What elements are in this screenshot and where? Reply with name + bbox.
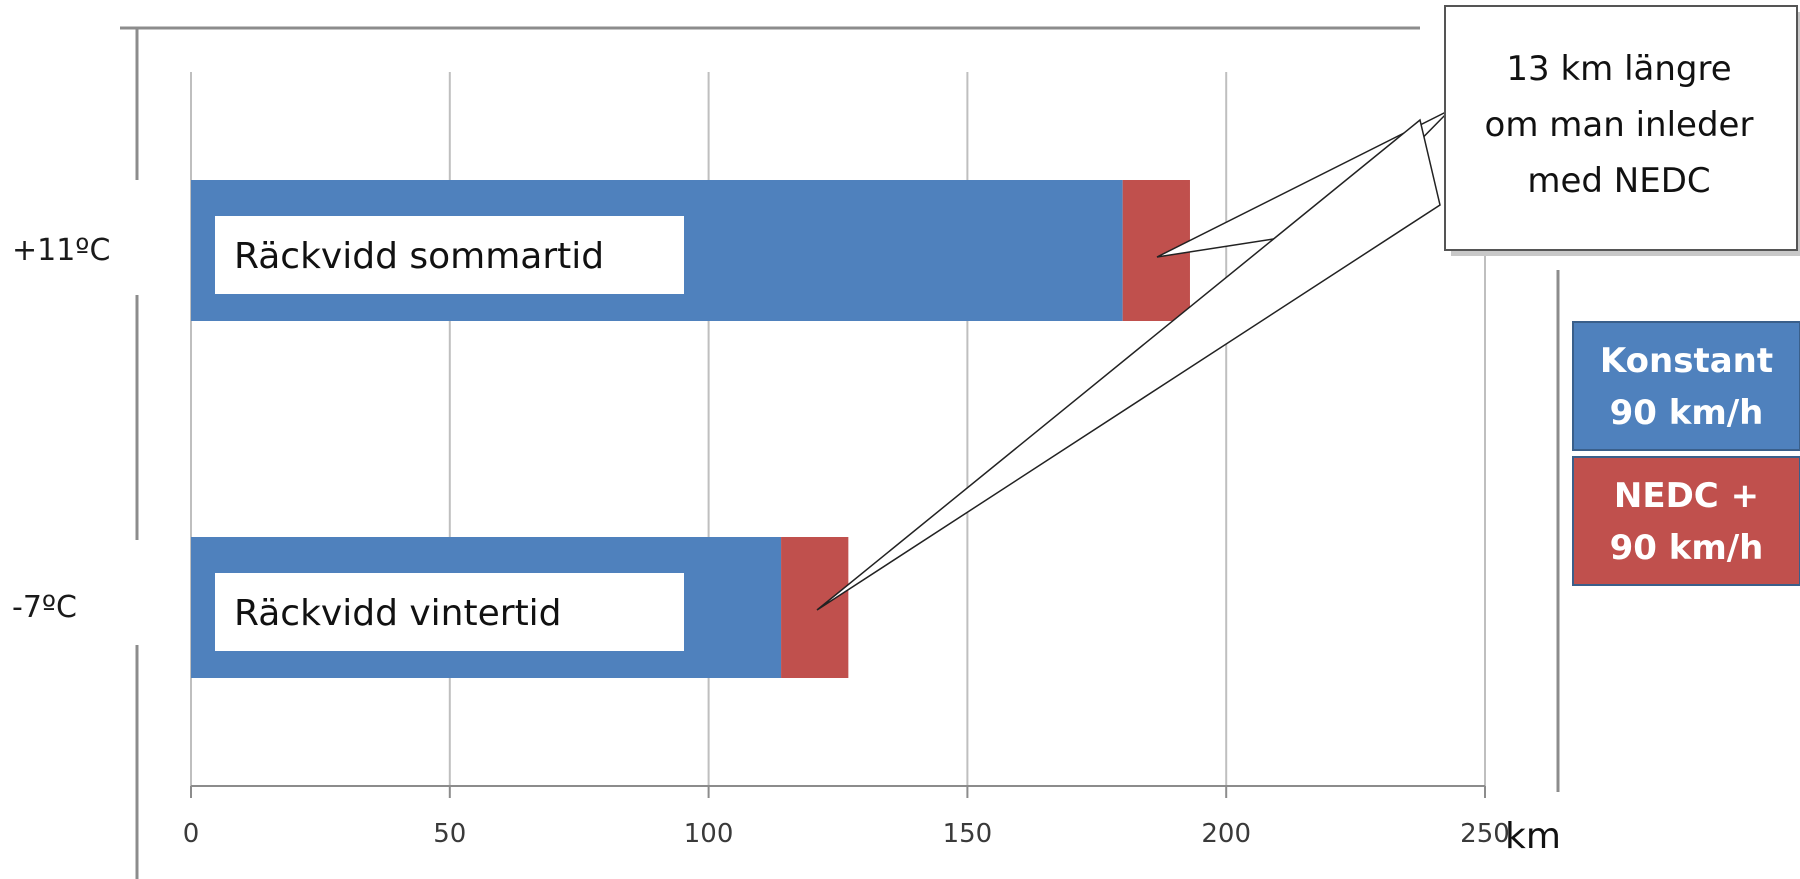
callout-line-1: om man inleder bbox=[1485, 105, 1754, 145]
bar-labels: Räckvidd sommartid Räckvidd vintertid bbox=[215, 216, 684, 651]
bar-label-0: Räckvidd sommartid bbox=[234, 236, 604, 277]
category-label-0: +11ºC bbox=[12, 233, 110, 268]
x-axis-unit: km bbox=[1505, 816, 1561, 857]
x-tick-label-0: 0 bbox=[183, 819, 200, 849]
x-tick-label-5: 250 bbox=[1460, 819, 1510, 849]
annotation-callout: 13 km längre om man inleder med NEDC bbox=[816, 5, 1800, 611]
legend-swatch-0 bbox=[1572, 321, 1800, 451]
category-label-1: -7ºC bbox=[12, 590, 77, 625]
callout-pointer-2 bbox=[816, 118, 1441, 611]
callout-line-2: med NEDC bbox=[1527, 161, 1710, 201]
x-tick-label-3: 150 bbox=[943, 819, 993, 849]
legend-label-1-1: 90 km/h bbox=[1610, 528, 1764, 568]
callout-line-0: 13 km längre bbox=[1506, 49, 1731, 89]
category-labels: +11ºC -7ºC bbox=[12, 233, 110, 625]
bar-label-box-1 bbox=[215, 573, 684, 651]
callout-box bbox=[1444, 5, 1798, 251]
x-tick-label-1: 50 bbox=[433, 819, 466, 849]
legend-label-0-0: Konstant bbox=[1600, 341, 1773, 381]
legend-label-0-1: 90 km/h bbox=[1610, 393, 1764, 433]
x-tick-label-4: 200 bbox=[1201, 819, 1251, 849]
legend-label-1-0: NEDC + bbox=[1614, 476, 1759, 516]
chart-frame bbox=[120, 26, 1560, 879]
x-tick-label-2: 100 bbox=[684, 819, 734, 849]
legend: Konstant 90 km/h NEDC + 90 km/h bbox=[1572, 321, 1800, 586]
legend-swatch-1 bbox=[1572, 456, 1800, 586]
bar-1-series-1 bbox=[781, 537, 849, 678]
x-tick-labels: 0 50 100 150 200 250 bbox=[183, 819, 1510, 849]
bar-label-box-0 bbox=[215, 216, 684, 294]
bar-label-1: Räckvidd vintertid bbox=[234, 593, 562, 634]
